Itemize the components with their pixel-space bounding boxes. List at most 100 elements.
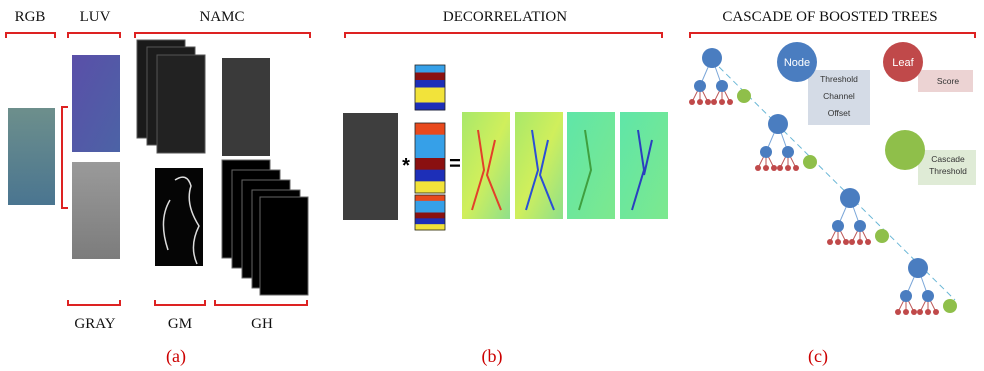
filter-cell: [415, 65, 445, 73]
leaf: [719, 99, 725, 105]
node: [716, 80, 728, 92]
bracket: [68, 300, 120, 305]
leaf: [763, 165, 769, 171]
cascade-threshold: [875, 229, 889, 243]
gh-stack: [222, 160, 308, 295]
feature-map: [462, 112, 510, 219]
bracket: [135, 33, 310, 38]
leaf: [917, 309, 923, 315]
leaf: [843, 239, 849, 245]
threshold-symbol: [885, 130, 925, 170]
namc-image: [222, 58, 270, 156]
node: [908, 258, 928, 278]
filters: [415, 65, 445, 231]
filter-cell: [415, 95, 445, 103]
node: [900, 290, 912, 302]
leaf: [711, 99, 717, 105]
leaf: [925, 309, 931, 315]
leaf: [865, 239, 871, 245]
caption: (b): [482, 346, 503, 367]
filter-cell: [415, 135, 445, 147]
filter-cell: [415, 88, 445, 96]
legend-label: Leaf: [892, 57, 914, 69]
caption: (c): [808, 346, 828, 367]
filter-cell: [415, 207, 445, 213]
node: [694, 80, 706, 92]
leaf: [903, 309, 909, 315]
legend-detail: Threshold: [820, 74, 858, 84]
node: [922, 290, 934, 302]
filter-cell: [415, 158, 445, 170]
node: [782, 146, 794, 158]
node: [840, 188, 860, 208]
filter-cell: [415, 103, 445, 111]
feature-map: [515, 112, 563, 219]
luv-image: [72, 55, 120, 152]
cascade-threshold: [943, 299, 957, 313]
node: [702, 48, 722, 68]
leaf: [785, 165, 791, 171]
header-luv: LUV: [80, 9, 111, 25]
leaf: [793, 165, 799, 171]
filter-cell: [415, 218, 445, 224]
bracket: [215, 300, 307, 305]
leaf: [827, 239, 833, 245]
gray-image: [72, 162, 120, 259]
filter-cell: [415, 201, 445, 207]
leaf: [895, 309, 901, 315]
legend-detail: Score: [937, 76, 959, 86]
input-image: [343, 113, 398, 220]
leaf: [771, 165, 777, 171]
bracket: [62, 107, 68, 208]
leaf: [777, 165, 783, 171]
legend-detail: Offset: [828, 108, 851, 118]
filter-cell: [415, 146, 445, 158]
filter-cell: [415, 73, 445, 81]
rgb-image: [8, 108, 55, 205]
footer-gm: GM: [168, 316, 192, 332]
leaf: [689, 99, 695, 105]
header-rgb: RGB: [15, 9, 46, 25]
bracket: [155, 300, 205, 305]
filter-cell: [415, 213, 445, 219]
filter-cell: [415, 195, 445, 201]
legend-detail: Threshold: [929, 166, 967, 176]
cascade-threshold: [737, 89, 751, 103]
legend-detail: Cascade: [931, 154, 965, 164]
leaf: [835, 239, 841, 245]
figure: RGB LUV NAMC GRAY GM GH (a) DECORRELATIO…: [0, 0, 984, 371]
leaf: [911, 309, 917, 315]
bracket: [345, 33, 662, 38]
leaf: [849, 239, 855, 245]
filter-cell: [415, 80, 445, 88]
leaf: [857, 239, 863, 245]
node: [854, 220, 866, 232]
header-decorrelation: DECORRELATION: [443, 9, 567, 25]
header-cascade: CASCADE OF BOOSTED TREES: [722, 9, 937, 25]
header-namc: NAMC: [199, 9, 244, 25]
node: [760, 146, 772, 158]
namc-stack: [137, 40, 205, 153]
legend-detail: Channel: [823, 91, 855, 101]
leaf: [755, 165, 761, 171]
leaf: [933, 309, 939, 315]
operator: *: [402, 155, 410, 177]
legend-label: Node: [784, 57, 810, 69]
filter-cell: [415, 170, 445, 182]
footer-gray: GRAY: [74, 316, 115, 332]
leaf: [727, 99, 733, 105]
node: [768, 114, 788, 134]
bracket: [690, 33, 975, 38]
footer-gh: GH: [251, 316, 273, 332]
cascade-threshold: [803, 155, 817, 169]
leaf: [705, 99, 711, 105]
gm-image: [155, 168, 203, 266]
bracket: [6, 33, 55, 38]
filter-cell: [415, 181, 445, 193]
node: [832, 220, 844, 232]
leaf: [697, 99, 703, 105]
operator: =: [449, 153, 461, 175]
caption: (a): [166, 346, 186, 367]
filter-cell: [415, 123, 445, 135]
bracket: [68, 33, 120, 38]
